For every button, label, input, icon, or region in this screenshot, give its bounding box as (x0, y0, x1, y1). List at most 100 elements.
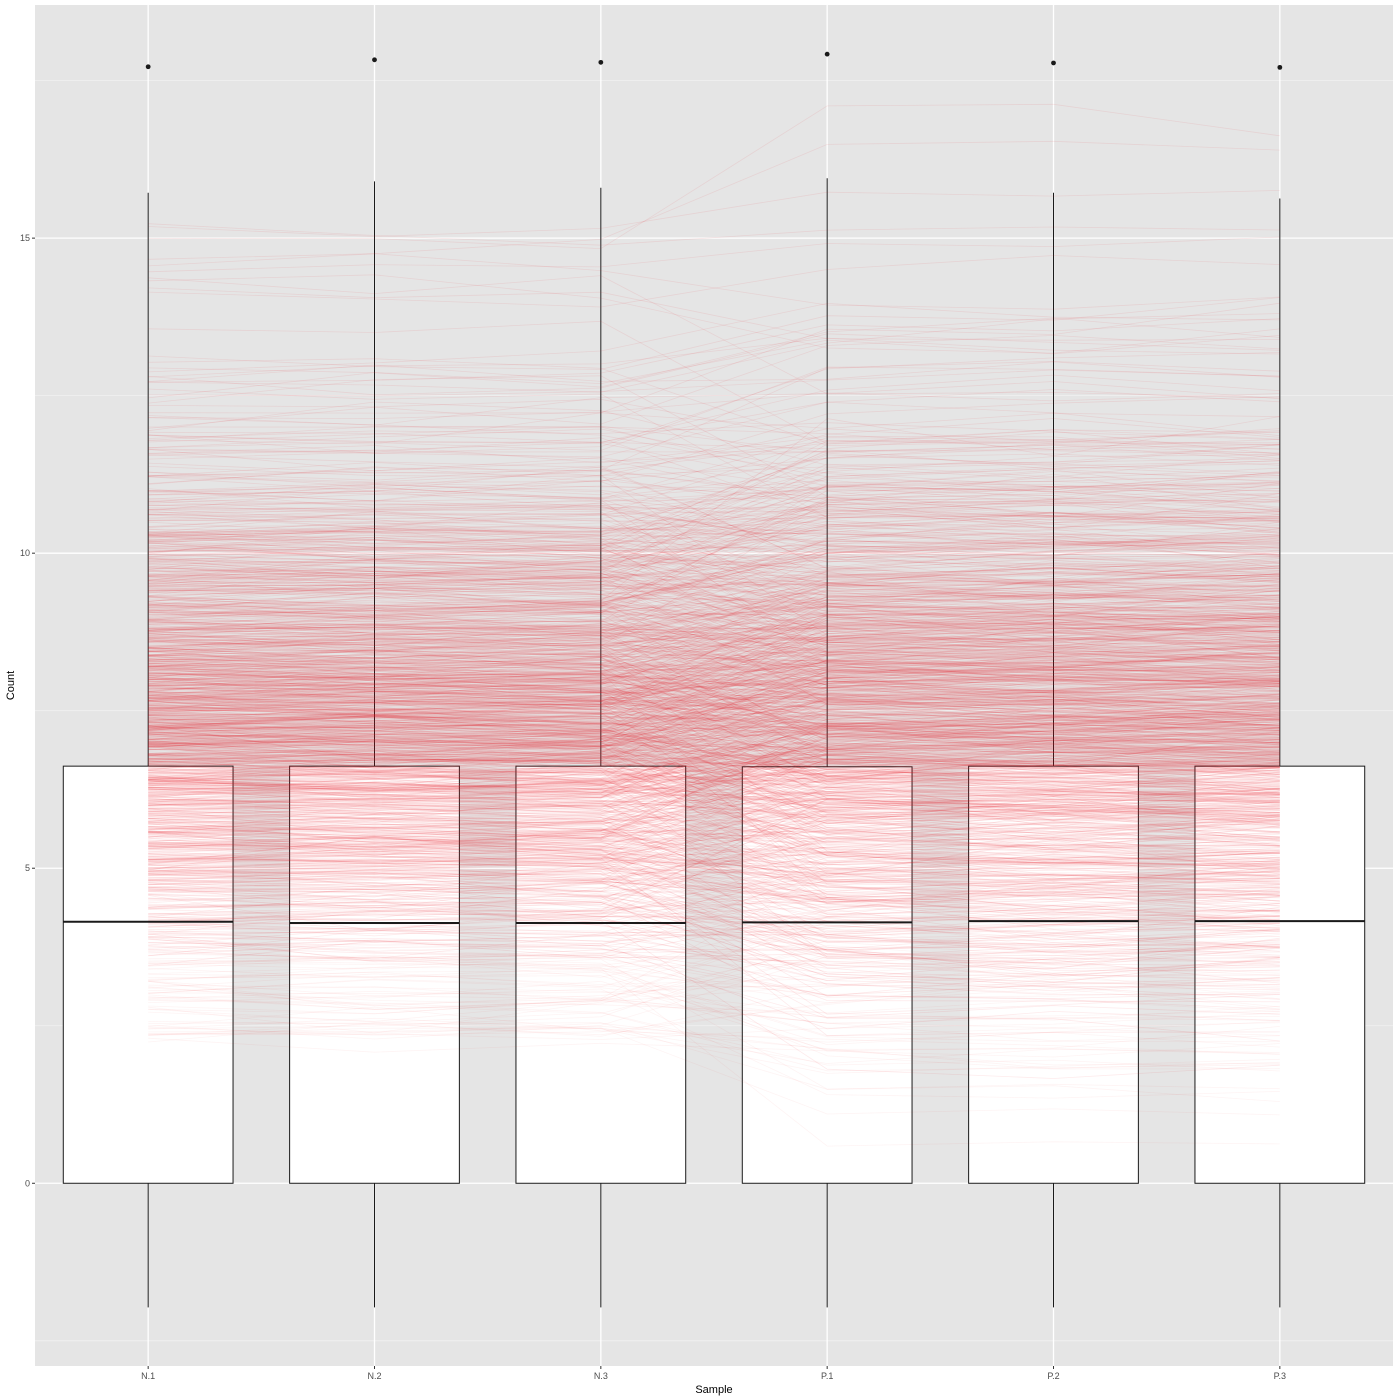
profile-line (148, 674, 1280, 801)
profile-line (148, 771, 1280, 862)
profile-line (148, 779, 1280, 863)
profile-line (148, 918, 1280, 1011)
profile-line (148, 654, 1280, 733)
profile-line (148, 562, 1280, 613)
profile-line (148, 437, 1280, 518)
profile-line (148, 697, 1280, 738)
profile-line (148, 570, 1280, 615)
profile-line (148, 742, 1280, 787)
profile-line (148, 587, 1280, 619)
profile-line (148, 588, 1280, 670)
profile-line (148, 621, 1280, 724)
profile-line (148, 521, 1280, 546)
profile-line (148, 725, 1280, 770)
profile-line (148, 724, 1280, 795)
profile-line (148, 668, 1280, 731)
profile-line (148, 318, 1280, 383)
profile-line (148, 581, 1280, 616)
profile-line (148, 606, 1280, 751)
profile-line (148, 707, 1280, 783)
profile-line (148, 850, 1280, 918)
profile-line (148, 570, 1280, 628)
profile-line (148, 512, 1280, 554)
profile-line (148, 660, 1280, 701)
profile-line (148, 497, 1280, 534)
profile-line (148, 753, 1280, 796)
profile-line (148, 704, 1280, 725)
profile-line (148, 789, 1280, 854)
profile-line (148, 659, 1280, 680)
profile-line (148, 541, 1280, 642)
profile-line (148, 452, 1280, 539)
profile-line (148, 692, 1280, 725)
profile-line (148, 620, 1280, 702)
profile-line (148, 547, 1280, 584)
profile-line (148, 1017, 1280, 1069)
profile-line (148, 710, 1280, 739)
profile-line (148, 939, 1280, 1030)
profile-line (148, 703, 1280, 806)
profile-line (148, 753, 1280, 813)
profile-line (148, 901, 1280, 948)
profile-line (148, 754, 1280, 793)
profile-line (148, 873, 1280, 957)
profile-line (148, 812, 1280, 868)
profile-line (148, 745, 1280, 790)
profile-line (148, 663, 1280, 730)
profile-line (148, 880, 1280, 922)
profile-line (148, 841, 1280, 956)
profile-line (148, 939, 1280, 1042)
profile-line (148, 486, 1280, 507)
profile-line (148, 334, 1280, 429)
profile-line (148, 636, 1280, 706)
profile-line (148, 749, 1280, 845)
profile-line (148, 675, 1280, 706)
profile-line (148, 510, 1280, 544)
profile-line (148, 1021, 1280, 1102)
profile-line (148, 679, 1280, 760)
profile-line (148, 313, 1280, 393)
profile-line (148, 807, 1280, 866)
profile-line (148, 613, 1280, 747)
profile-line (148, 655, 1280, 695)
profile-line (148, 863, 1280, 1015)
profile-line (148, 674, 1280, 742)
profile-line (148, 787, 1280, 888)
profile-line (148, 789, 1280, 801)
profile-line (148, 654, 1280, 685)
profile-line (148, 811, 1280, 860)
box-P.2 (968, 765, 1139, 1184)
profile-line (148, 756, 1280, 810)
profile-line (148, 437, 1280, 535)
profile-line (148, 610, 1280, 662)
profile-line (148, 587, 1280, 629)
profile-line (148, 909, 1280, 921)
profile-line (148, 1025, 1280, 1048)
profile-line (148, 604, 1280, 678)
profile-line (148, 700, 1280, 731)
profile-line (148, 540, 1280, 607)
profile-line (148, 759, 1280, 821)
profile-line (148, 606, 1280, 663)
profile-line (148, 625, 1280, 669)
profile-line (148, 800, 1280, 821)
profile-line (148, 515, 1280, 597)
profile-line (148, 980, 1280, 1066)
profile-line (148, 906, 1280, 960)
profile-line (148, 551, 1280, 621)
profile-line (148, 655, 1280, 702)
profile-line (148, 708, 1280, 847)
profile-line (148, 728, 1280, 770)
profile-line (148, 582, 1280, 650)
profile-line (148, 745, 1280, 778)
profile-line (148, 741, 1280, 764)
profile-line (148, 388, 1280, 521)
profile-line (148, 644, 1280, 688)
profile-line (148, 669, 1280, 699)
profile-line (148, 673, 1280, 714)
profile-line (148, 737, 1280, 768)
profile-line (148, 486, 1280, 576)
profile-line (148, 687, 1280, 727)
profile-line (148, 626, 1280, 684)
profile-line (148, 742, 1280, 802)
